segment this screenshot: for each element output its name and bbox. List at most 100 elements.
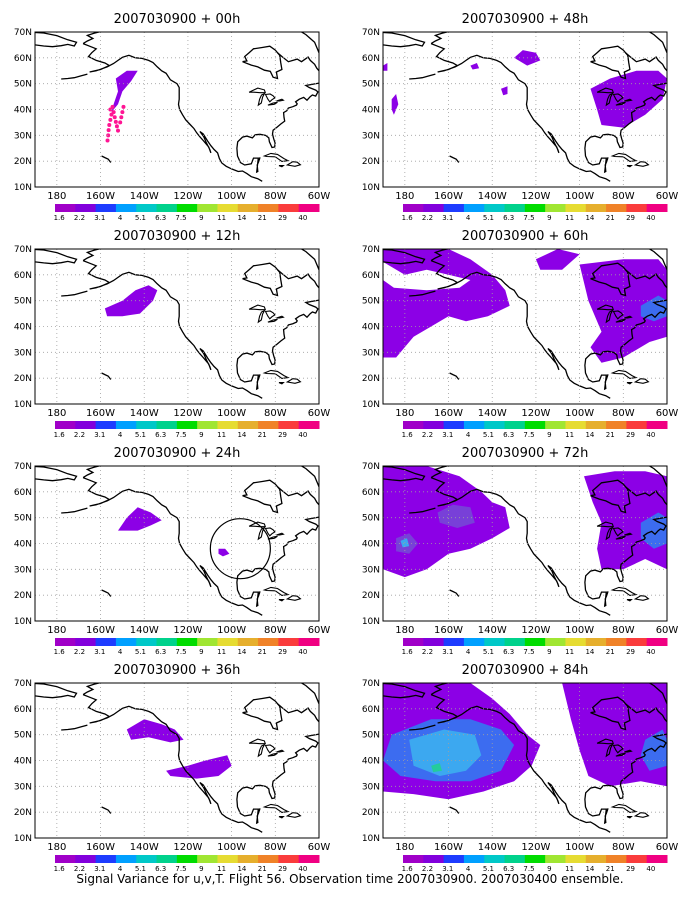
lat-tick-label: 70N — [14, 462, 32, 472]
colorbar-label: 1.6 — [54, 648, 66, 656]
lat-tick-label: 50N — [14, 731, 32, 741]
map-area — [35, 249, 319, 404]
lon-tick-label: 180 — [395, 842, 414, 853]
lat-tick-label: 70N — [14, 679, 32, 689]
coastline — [101, 372, 112, 380]
map-frame — [34, 682, 320, 839]
colorbar-swatch — [565, 638, 587, 646]
colorbar-label: 14 — [237, 865, 246, 873]
coastline — [264, 310, 276, 320]
lon-tick-label: 60W — [308, 842, 331, 853]
colorbar-swatch — [217, 638, 239, 646]
lat-tick-label: 10N — [14, 183, 32, 193]
colorbar-swatch — [646, 421, 668, 429]
colorbar-label: 9 — [199, 214, 203, 222]
colorbar-label: 6.3 — [155, 431, 166, 439]
colorbar-swatch — [176, 421, 198, 429]
colorbar-swatch — [136, 638, 158, 646]
lon-tick-label: 120W — [521, 191, 550, 202]
lon-tick-label: 80W — [264, 625, 287, 636]
colorbar-swatch — [646, 855, 668, 863]
signal-area — [391, 94, 399, 115]
map-area — [383, 32, 667, 187]
map-area — [383, 466, 667, 621]
lat-tick-label: 60N — [14, 271, 32, 281]
colorbar-swatch — [75, 855, 97, 863]
colorbar-swatch — [258, 638, 279, 646]
lon-tick-label: 140W — [130, 625, 159, 636]
coastline — [277, 486, 319, 506]
lon-tick-label: 80W — [612, 842, 635, 853]
colorbar-swatch — [565, 855, 587, 863]
coastline — [625, 269, 667, 289]
coastline — [610, 586, 638, 596]
coastline — [301, 249, 319, 270]
lat-tick-label: 60N — [14, 54, 32, 64]
lon-tick-label: 140W — [478, 408, 507, 419]
lat-tick-label: 30N — [14, 348, 32, 358]
colorbar-swatch — [545, 204, 566, 212]
coastline — [584, 733, 667, 825]
coastline — [248, 87, 267, 94]
colorbar-label: 7.5 — [523, 865, 534, 873]
colorbar-label: 3.1 — [442, 865, 453, 873]
map-frame — [382, 31, 668, 188]
map-panel: 2007030900 + 72h 10N 20N 30N 40N 50N 60N 70N 180… — [362, 446, 679, 656]
colorbar-label: 40 — [298, 214, 307, 222]
coastline — [257, 309, 266, 324]
coastline — [430, 249, 450, 262]
coastline — [276, 98, 285, 102]
coastline — [615, 752, 626, 757]
colorbar-swatch — [646, 204, 668, 212]
lat-tick-label: 50N — [14, 80, 32, 90]
lon-tick-label: 160W — [86, 408, 115, 419]
lon-tick-label: 100W — [565, 625, 594, 636]
coastline — [276, 749, 285, 753]
signal-area — [383, 63, 388, 71]
colorbar-label: 4 — [466, 214, 471, 222]
coastline — [267, 535, 278, 540]
lat-tick-label: 20N — [362, 591, 380, 601]
colorbar-label: 2.2 — [422, 214, 433, 222]
coastline — [278, 816, 285, 819]
colorbar-swatch — [55, 638, 76, 646]
colorbar-swatch — [278, 638, 300, 646]
lat-tick-label: 20N — [14, 591, 32, 601]
colorbar-label: 40 — [646, 214, 655, 222]
colorbar-swatch — [626, 204, 648, 212]
colorbar-label: 2.2 — [74, 865, 85, 873]
colorbar-label: 1.6 — [402, 648, 414, 656]
lon-tick-label: 60W — [308, 625, 331, 636]
colorbar-swatch — [156, 638, 178, 646]
colorbar-label: 1.6 — [54, 214, 66, 222]
colorbar-label: 6.3 — [155, 648, 166, 656]
coastline — [267, 101, 278, 106]
panel-title: 2007030900 + 00h — [114, 12, 241, 27]
lon-tick-label: 160W — [434, 625, 463, 636]
coastline — [449, 806, 460, 814]
colorbar-label: 29 — [278, 431, 287, 439]
colorbar-label: 29 — [626, 431, 635, 439]
signal-area — [584, 471, 667, 570]
colorbar-swatch — [237, 204, 259, 212]
coastline — [626, 599, 633, 602]
observation-point — [108, 117, 113, 122]
colorbar-label: 3.1 — [442, 431, 453, 439]
coastline — [633, 595, 650, 601]
colorbar-label: 4 — [466, 648, 471, 656]
lat-tick-label: 70N — [14, 245, 32, 255]
colorbar-label: 11 — [217, 648, 226, 656]
coastline — [612, 310, 624, 320]
lat-tick-label: 60N — [362, 271, 380, 281]
colorbar-swatch — [565, 421, 587, 429]
colorbar-swatch — [463, 638, 485, 646]
colorbar-label: 40 — [646, 865, 655, 873]
lat-tick-label: 60N — [362, 705, 380, 715]
coastline — [61, 73, 88, 80]
coastline — [615, 318, 626, 323]
coastline — [584, 82, 667, 174]
colorbar-label: 21 — [258, 865, 267, 873]
colorbar-label: 14 — [237, 648, 246, 656]
colorbar-label: 4 — [118, 214, 123, 222]
colorbar-label: 2.2 — [422, 865, 433, 873]
